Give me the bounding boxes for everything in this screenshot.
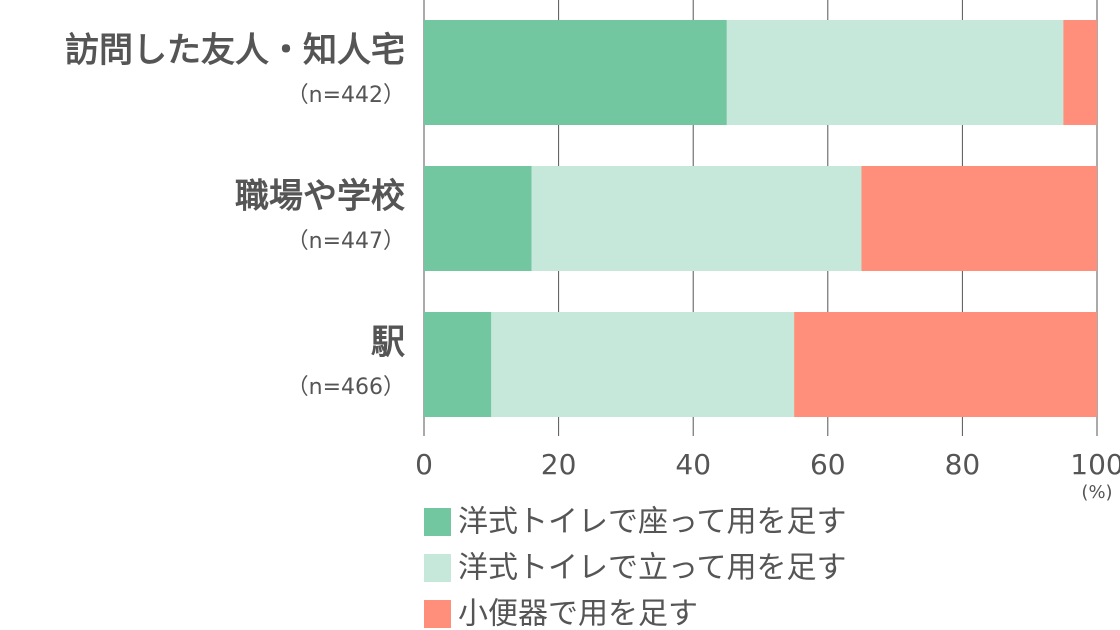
bar-segment (491, 312, 795, 417)
bar-segment (424, 166, 532, 271)
legend-swatch (424, 554, 451, 582)
x-tick-label: 40 (675, 448, 711, 481)
legend-label: 洋式トイレで座って用を足す (458, 505, 847, 540)
bar-segment (794, 312, 1097, 417)
sample-size: （n=466） (287, 375, 405, 400)
sample-size: （n=442） (287, 83, 405, 108)
x-tick-label: 100 (1070, 448, 1120, 481)
x-tick-label: 80 (945, 448, 981, 481)
legend-swatch (424, 508, 451, 536)
x-unit: (%) (1081, 482, 1112, 503)
x-tick-label: 0 (415, 448, 433, 481)
category-label: 駅 (371, 323, 405, 363)
bar-segment (861, 166, 1097, 271)
category-label: 訪問した友人・知人宅 (65, 31, 405, 71)
sample-size: （n=447） (287, 229, 405, 254)
bar-segment (424, 20, 727, 125)
legend-label: 洋式トイレで立って用を足す (458, 551, 847, 586)
bar-segment (531, 166, 862, 271)
x-tick-label: 20 (541, 448, 577, 481)
bar-segment (726, 20, 1064, 125)
legend-swatch (424, 600, 451, 628)
legend-label: 小便器で用を足す (458, 597, 698, 630)
category-label: 職場や学校 (235, 177, 405, 217)
bar-segment (424, 312, 492, 417)
bar-segment (1063, 20, 1097, 125)
x-tick-label: 60 (810, 448, 846, 481)
